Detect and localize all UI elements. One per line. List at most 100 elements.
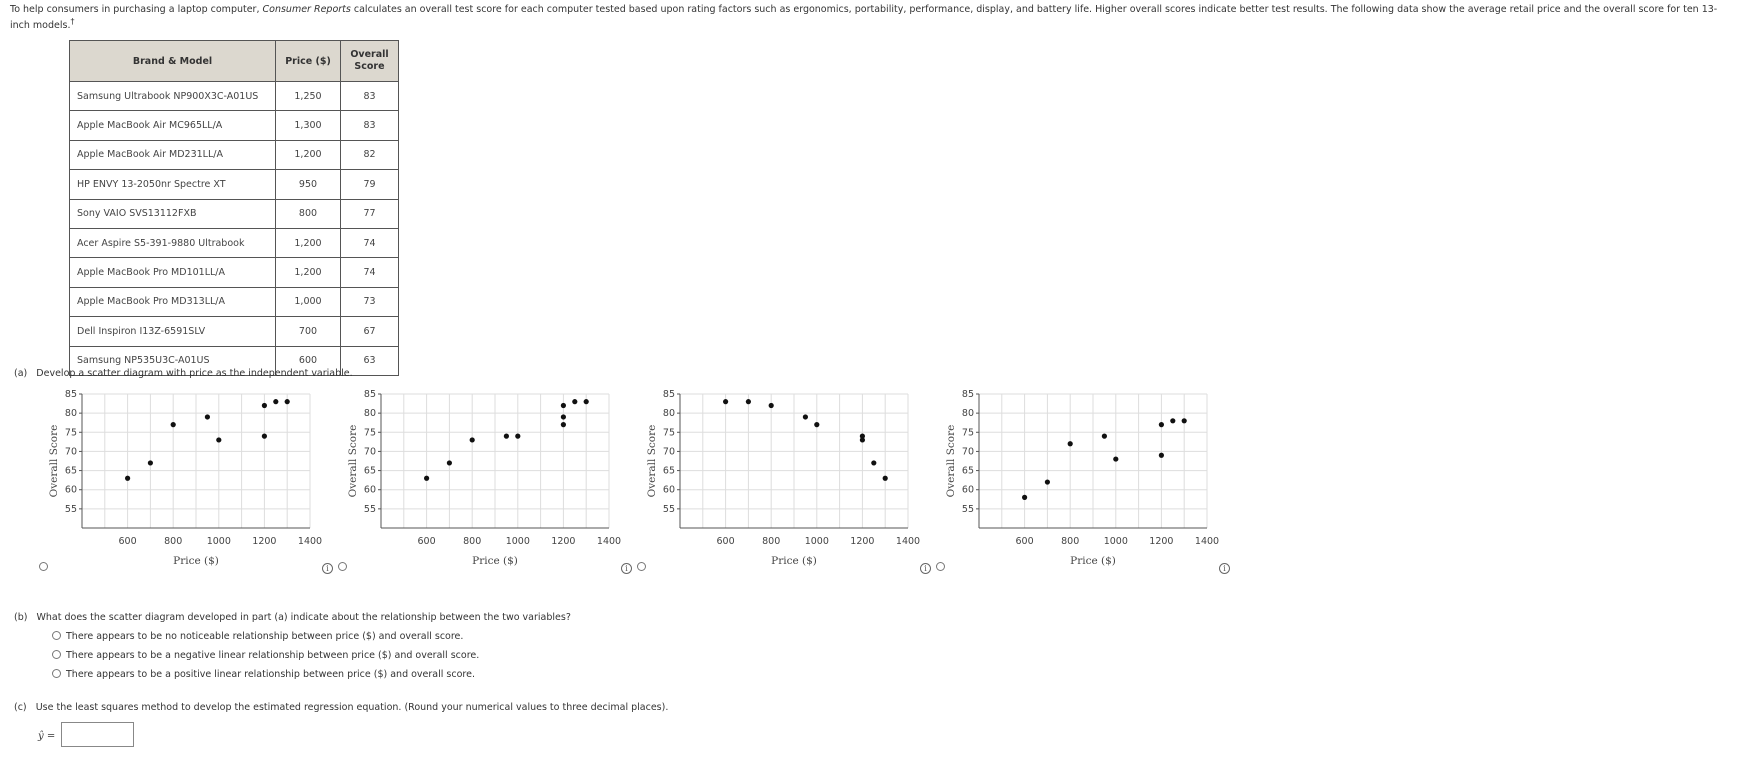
x-tick-label: 800 [164, 536, 182, 547]
data-point [515, 433, 521, 439]
part-b-label: (b) [14, 612, 28, 623]
data-point [424, 475, 430, 481]
data-point [125, 475, 131, 481]
info-icon[interactable]: i [920, 563, 931, 574]
price-cell: 1,000 [275, 286, 341, 318]
scatter-option-4-radio[interactable] [936, 562, 945, 571]
y-tick-label: 70 [962, 446, 974, 457]
part-b-option-2[interactable]: There appears to be a negative linear re… [52, 650, 479, 661]
data-point [1158, 452, 1164, 458]
score-cell: 82 [340, 139, 399, 171]
price-cell: 1,200 [275, 139, 341, 171]
x-tick-label: 1200 [850, 536, 874, 547]
part-c-text: Use the least squares method to develop … [35, 702, 669, 713]
regression-equation-input[interactable] [61, 722, 134, 747]
x-tick-label: 1000 [207, 536, 231, 547]
y-tick-label: 80 [962, 408, 974, 419]
x-axis-label: Price ($) [173, 555, 219, 567]
x-tick-label: 600 [119, 536, 137, 547]
brand-model-cell: Apple MacBook Pro MD101LL/A [69, 257, 276, 288]
y-tick-label: 80 [364, 408, 376, 419]
price-cell: 700 [275, 316, 341, 347]
data-point [560, 414, 566, 420]
price-cell: 600 [275, 345, 341, 376]
data-point [284, 399, 290, 405]
price-cell: 950 [275, 169, 341, 200]
y-tick-label: 80 [663, 408, 675, 419]
y-tick-label: 85 [663, 390, 675, 400]
part-b-option-3-radio[interactable] [52, 669, 61, 678]
price-cell: 1,200 [275, 227, 341, 259]
data-point [1170, 418, 1176, 424]
y-axis-label: Overall Score [646, 425, 658, 498]
footnote-marker: † [70, 17, 75, 26]
table-row: Dell Inspiron I13Z-6591SLV 700 67 [69, 316, 399, 347]
option-label: There appears to be no noticeable relati… [66, 631, 464, 642]
y-tick-label: 60 [962, 485, 974, 496]
part-c-label: (c) [14, 702, 27, 713]
table-row: Samsung NP535U3C-A01US 600 63 [69, 345, 399, 376]
x-tick-label: 1400 [597, 536, 621, 547]
data-point [560, 422, 566, 428]
info-icon[interactable]: i [322, 563, 333, 574]
scatter-plot-option-4: 55 60 65 70 75 80 85 600 800 1000 1200 1400 Price ($… [933, 390, 1233, 570]
intro-source: Consumer Reports [262, 4, 351, 15]
x-tick-label: 600 [717, 536, 735, 547]
brand-model-cell: Apple MacBook Air MD231LL/A [69, 139, 276, 171]
table-row: Apple MacBook Pro MD101LL/A 1,200 74 [69, 257, 399, 288]
part-b-option-1-radio[interactable] [52, 631, 61, 640]
y-axis-label: Overall Score [48, 425, 60, 498]
scatter-chart: 55 60 65 70 75 80 85 600 800 1000 1200 1400 Price ($… [48, 390, 322, 567]
scatter-option-1-radio[interactable] [39, 562, 48, 571]
data-point [859, 437, 865, 443]
x-tick-label: 1000 [506, 536, 530, 547]
brand-model-cell: Acer Aspire S5-391-9880 Ultrabook [69, 227, 276, 259]
score-cell: 83 [340, 80, 399, 112]
y-tick-label: 85 [364, 390, 376, 400]
y-tick-label: 60 [65, 485, 77, 496]
data-point [882, 475, 888, 481]
info-icon[interactable]: i [1219, 563, 1230, 574]
part-b-option-2-radio[interactable] [52, 650, 61, 659]
brand-model-cell: Apple MacBook Pro MD313LL/A [69, 286, 276, 318]
y-tick-label: 70 [65, 446, 77, 457]
table-row: Apple MacBook Air MD231LL/A 1,200 82 [69, 139, 399, 171]
scatter-option-2-radio[interactable] [338, 562, 347, 571]
scatter-option-3-radio[interactable] [637, 562, 646, 571]
data-point [859, 433, 865, 439]
data-point [560, 402, 566, 409]
data-point [273, 399, 279, 405]
data-point [768, 402, 774, 409]
brand-model-cell: HP ENVY 13-2050nr Spectre XT [69, 169, 276, 200]
x-tick-label: 800 [1061, 536, 1079, 547]
data-point [204, 414, 210, 420]
y-tick-label: 85 [65, 390, 77, 400]
data-point [583, 399, 589, 405]
score-cell: 74 [340, 257, 399, 288]
scatter-plot-option-3: 55 60 65 70 75 80 85 600 800 1000 1200 1400 Price ($… [634, 390, 934, 570]
part-a-text: Develop a scatter diagram with price as … [36, 368, 353, 379]
part-b-option-3[interactable]: There appears to be a positive linear re… [52, 669, 475, 680]
info-icon[interactable]: i [621, 563, 632, 574]
data-point [469, 437, 475, 443]
table-row: Samsung Ultrabook NP900X3C-A01US 1,250 83 [69, 80, 399, 112]
y-tick-label: 65 [65, 466, 77, 477]
price-cell: 1,200 [275, 257, 341, 288]
score-cell: 83 [340, 110, 399, 141]
part-b-option-1[interactable]: There appears to be no noticeable relati… [52, 631, 463, 642]
part-a-prompt: (a) Develop a scatter diagram with price… [14, 368, 353, 379]
price-cell: 1,250 [275, 80, 341, 112]
y-tick-label: 80 [65, 408, 77, 419]
data-point [170, 422, 176, 428]
y-tick-label: 70 [364, 446, 376, 457]
scatter-chart: 55 60 65 70 75 80 85 600 800 1000 1200 1400 Price ($… [945, 390, 1219, 567]
data-point [802, 414, 808, 420]
y-tick-label: 75 [65, 427, 77, 438]
data-point [503, 433, 509, 439]
brand-model-cell: Apple MacBook Air MC965LL/A [69, 110, 276, 141]
intro-text: To help consumers in purchasing a laptop… [10, 4, 263, 15]
yhat-label: ŷ = [38, 731, 56, 742]
x-tick-label: 1400 [896, 536, 920, 547]
y-tick-label: 65 [364, 466, 376, 477]
y-tick-label: 55 [663, 504, 675, 515]
